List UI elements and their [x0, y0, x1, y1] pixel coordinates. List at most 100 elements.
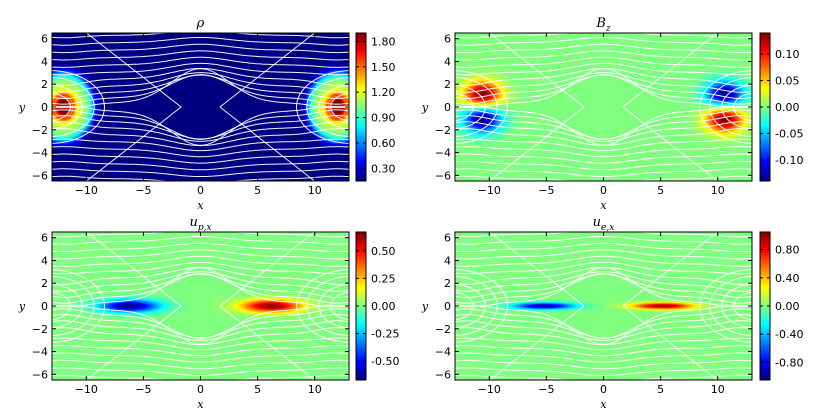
ytick-label-2-3: 0 [41, 300, 48, 313]
field-line-1-3u [455, 72, 752, 93]
field-loop-1-l0 [455, 92, 474, 122]
colorbar-tick-label-3-3: 0.40 [775, 272, 800, 285]
field-loop-2-l0 [52, 291, 71, 321]
separatrix-1-1 [622, 33, 719, 108]
colorbar-0 [356, 33, 366, 181]
field-line-1-7d [455, 153, 752, 164]
field-line-1-5d [455, 138, 752, 152]
field-line-3-10d [455, 374, 752, 380]
field-line-1-2u [455, 74, 752, 100]
colorbar-tick-label-1-2: 0.00 [775, 101, 800, 114]
ytick-label-3-0: −6 [435, 368, 451, 381]
field-loop-2-l3 [52, 269, 106, 343]
xtick-label-3-1: −5 [538, 383, 554, 396]
field-line-1-4u [455, 67, 752, 86]
ytick-label-0-4: 2 [41, 78, 48, 91]
field-line-2-8u [52, 242, 349, 253]
ytick-label-1-0: −6 [435, 169, 451, 182]
field-line-2-9u [52, 236, 349, 245]
field-line-0-3d [52, 121, 349, 142]
colorbar-tick-label-1-1: -0.05 [775, 127, 803, 140]
separatrix-2-1 [219, 232, 316, 307]
field-line-2-7u [52, 249, 349, 260]
field-line-1-8u [455, 43, 752, 54]
separatrix-0-1 [219, 33, 316, 108]
field-line-0-6d [52, 146, 349, 158]
field-line-2-3d [52, 320, 349, 341]
ytick-label-0-5: 4 [41, 55, 48, 68]
field-loop-0-r3 [295, 70, 349, 144]
field-line-2-5u [52, 261, 349, 275]
xtick-label-0-4: 10 [308, 184, 322, 197]
field-line-0-7d [52, 153, 349, 164]
ytick-label-2-6: 6 [41, 232, 48, 245]
field-loop-1-r0 [733, 92, 752, 122]
field-loop-0-r2 [306, 76, 349, 138]
colorbar-tick-label-1-0: -0.10 [775, 154, 803, 167]
field-line-1-9d [455, 168, 752, 177]
xtick-label-2-1: −5 [135, 383, 151, 396]
colorbar-tick-label-0-1: 0.60 [371, 137, 396, 150]
panel-title-0: ρ [196, 16, 205, 31]
field-loop-1-r3 [698, 70, 752, 144]
separatrix-3-1 [622, 232, 719, 307]
field-loop-3-r2 [709, 275, 752, 337]
field-line-3-4u [455, 266, 752, 285]
colorbar-tick-label-3-4: 0.80 [775, 244, 800, 257]
field-loop-3-l1 [455, 283, 486, 329]
field-loop-3-r0 [733, 291, 752, 321]
heatmap-image-2 [52, 232, 349, 380]
y-axis-label-2: y [18, 300, 26, 313]
colorbar-tick-label-3-0: -0.80 [775, 356, 803, 369]
colorbar-tick-label-1-4: 0.10 [775, 48, 800, 61]
colorbar-tick-label-2-4: 0.50 [371, 245, 396, 258]
field-loop-0-l3 [52, 70, 106, 144]
field-line-1-7u [455, 50, 752, 61]
field-line-0-6u [52, 56, 349, 68]
field-line-2-10u [52, 232, 349, 238]
ytick-label-2-0: −6 [32, 368, 48, 381]
field-line-1-10u [455, 33, 752, 39]
field-line-0-3u [52, 72, 349, 93]
x-axis-label-0: x [197, 199, 204, 212]
field-loop-3-l0 [455, 291, 474, 321]
x-axis-label-1: x [600, 199, 607, 212]
separatrix-3-3 [622, 305, 719, 380]
panel-title-1: Bz [595, 16, 611, 34]
ytick-label-2-5: 4 [41, 254, 48, 267]
separatrix-3-0 [488, 232, 585, 307]
field-loop-2-l1 [52, 283, 83, 329]
ytick-label-1-1: −4 [435, 147, 451, 160]
field-line-3-2u [455, 273, 752, 299]
separatrix-2-0 [85, 232, 182, 307]
ytick-label-3-2: −2 [435, 323, 451, 336]
field-loop-1-l1 [455, 84, 486, 130]
colorbar-tick-label-1-3: 0.05 [775, 75, 800, 88]
xtick-label-0-3: 5 [254, 184, 261, 197]
xtick-label-1-1: −5 [538, 184, 554, 197]
xtick-label-3-3: 5 [657, 383, 664, 396]
field-loop-1-r2 [709, 76, 752, 138]
field-line-1-9u [455, 37, 752, 46]
field-line-2-7d [52, 352, 349, 363]
field-line-3-8d [455, 359, 752, 370]
field-line-0-5d [52, 138, 349, 152]
ytick-label-0-1: −4 [32, 147, 48, 160]
field-lines-3 [455, 232, 752, 380]
field-line-2-3u [52, 271, 349, 292]
field-line-1-2d [455, 114, 752, 140]
field-loop-3-r1 [721, 283, 752, 329]
field-line-1-3d [455, 121, 752, 142]
ytick-label-1-6: 6 [444, 33, 451, 46]
xtick-label-1-0: −10 [478, 184, 501, 197]
field-loop-1-l3 [455, 70, 509, 144]
colorbar-tick-label-2-3: 0.25 [371, 272, 396, 285]
panel-title-3: ue,x [593, 215, 615, 233]
xtick-label-3-4: 10 [711, 383, 725, 396]
xtick-label-1-4: 10 [711, 184, 725, 197]
colorbar-tick-label-2-1: -0.25 [371, 328, 399, 341]
field-line-1-8d [455, 160, 752, 171]
colorbar-2 [356, 232, 366, 380]
field-line-2-9d [52, 367, 349, 376]
